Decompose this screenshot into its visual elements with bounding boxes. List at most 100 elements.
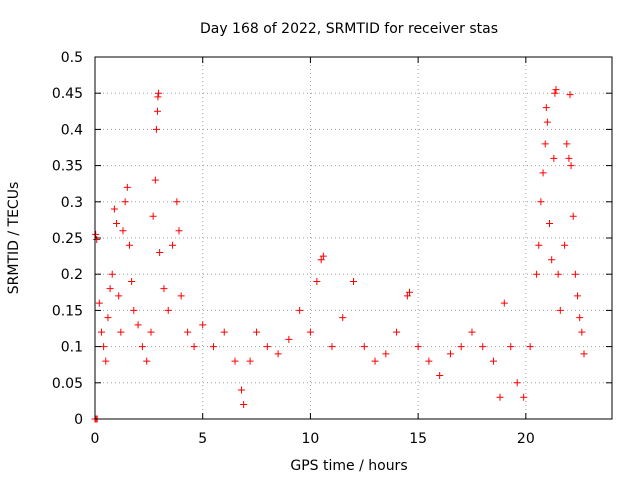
data-point <box>578 328 586 336</box>
x-tick-label: 20 <box>517 431 535 447</box>
data-point <box>406 288 414 296</box>
data-point <box>571 270 579 278</box>
data-point <box>542 104 550 112</box>
data-point <box>143 357 151 365</box>
y-tick-label: 0.2 <box>61 267 83 283</box>
data-point <box>552 86 560 94</box>
data-point <box>414 343 422 351</box>
y-tick-label: 0.05 <box>52 376 83 392</box>
data-point <box>100 343 108 351</box>
tick-labels: 0 5 10 15 20 0 0.05 0.1 0.15 0.2 0.25 0.3 0.35 0.4 0.4… <box>52 50 535 447</box>
data-point <box>97 328 105 336</box>
y-tick-label: 0 <box>74 412 83 428</box>
data-point <box>164 306 172 314</box>
data-point <box>169 241 177 249</box>
data-point <box>154 93 162 101</box>
data-point <box>541 140 549 148</box>
data-point <box>436 372 444 380</box>
y-tick-label: 0.45 <box>52 86 83 102</box>
y-tick-label: 0.5 <box>61 50 83 66</box>
data-point <box>151 176 159 184</box>
data-point <box>177 292 185 300</box>
data-point <box>121 198 129 206</box>
data-point <box>574 292 582 300</box>
data-point <box>339 314 347 322</box>
axis-ticks <box>94 56 612 420</box>
data-point <box>569 212 577 220</box>
chart-title: Day 168 of 2022, SRMTID for receiver sta… <box>200 21 498 37</box>
data-point <box>115 292 123 300</box>
data-point <box>526 343 534 351</box>
y-tick-label: 0.3 <box>61 195 83 211</box>
data-point <box>125 241 133 249</box>
data-point <box>446 350 454 358</box>
data-point <box>199 321 207 329</box>
data-point <box>149 212 157 220</box>
data-point <box>173 198 181 206</box>
data-point <box>479 343 487 351</box>
data-point <box>128 277 136 285</box>
y-tick-label: 0.25 <box>52 231 83 247</box>
data-point <box>110 205 118 213</box>
data-point <box>567 162 575 170</box>
x-tick-label: 15 <box>409 431 427 447</box>
data-point <box>147 328 155 336</box>
data-point <box>155 89 163 97</box>
data-point <box>117 328 125 336</box>
plot-frame <box>94 56 613 420</box>
data-point <box>520 393 528 401</box>
data-point <box>513 379 521 387</box>
data-point <box>104 314 112 322</box>
data-point <box>175 227 183 235</box>
data-point <box>106 285 114 293</box>
data-point <box>237 386 245 394</box>
data-point <box>382 350 390 358</box>
data-point <box>496 393 504 401</box>
data-point <box>313 277 321 285</box>
data-point <box>490 357 498 365</box>
data-point <box>539 169 547 177</box>
data-point <box>328 343 336 351</box>
data-point <box>535 241 543 249</box>
data-point <box>240 401 248 409</box>
data-point <box>246 357 254 365</box>
data-point <box>253 328 261 336</box>
data-point <box>500 299 508 307</box>
y-tick-label: 0.15 <box>52 303 83 319</box>
data-point <box>561 241 569 249</box>
data-point <box>403 292 411 300</box>
data-point <box>296 306 304 314</box>
data-point <box>551 89 559 97</box>
data-point <box>576 314 584 322</box>
data-point <box>563 140 571 148</box>
data-point <box>425 357 433 365</box>
data-point <box>102 357 110 365</box>
data-point <box>285 335 293 343</box>
data-point <box>537 198 545 206</box>
x-tick-label: 5 <box>198 431 207 447</box>
x-axis-label: GPS time / hours <box>290 458 407 474</box>
data-point <box>184 328 192 336</box>
data-point <box>231 357 239 365</box>
data-point <box>457 343 465 351</box>
data-point <box>220 328 228 336</box>
data-point <box>556 306 564 314</box>
data-point <box>113 220 121 228</box>
data-point <box>108 270 116 278</box>
data-point <box>134 321 142 329</box>
data-point <box>393 328 401 336</box>
data-point <box>274 350 282 358</box>
data-point <box>306 328 314 336</box>
y-tick-label: 0.1 <box>61 340 83 356</box>
data-point <box>190 343 198 351</box>
data-point <box>507 343 515 351</box>
data-point <box>580 350 588 358</box>
data-points <box>91 86 588 423</box>
data-point <box>319 252 327 260</box>
data-point <box>468 328 476 336</box>
data-point <box>93 235 101 243</box>
data-point <box>95 299 103 307</box>
grid-lines <box>95 57 612 419</box>
